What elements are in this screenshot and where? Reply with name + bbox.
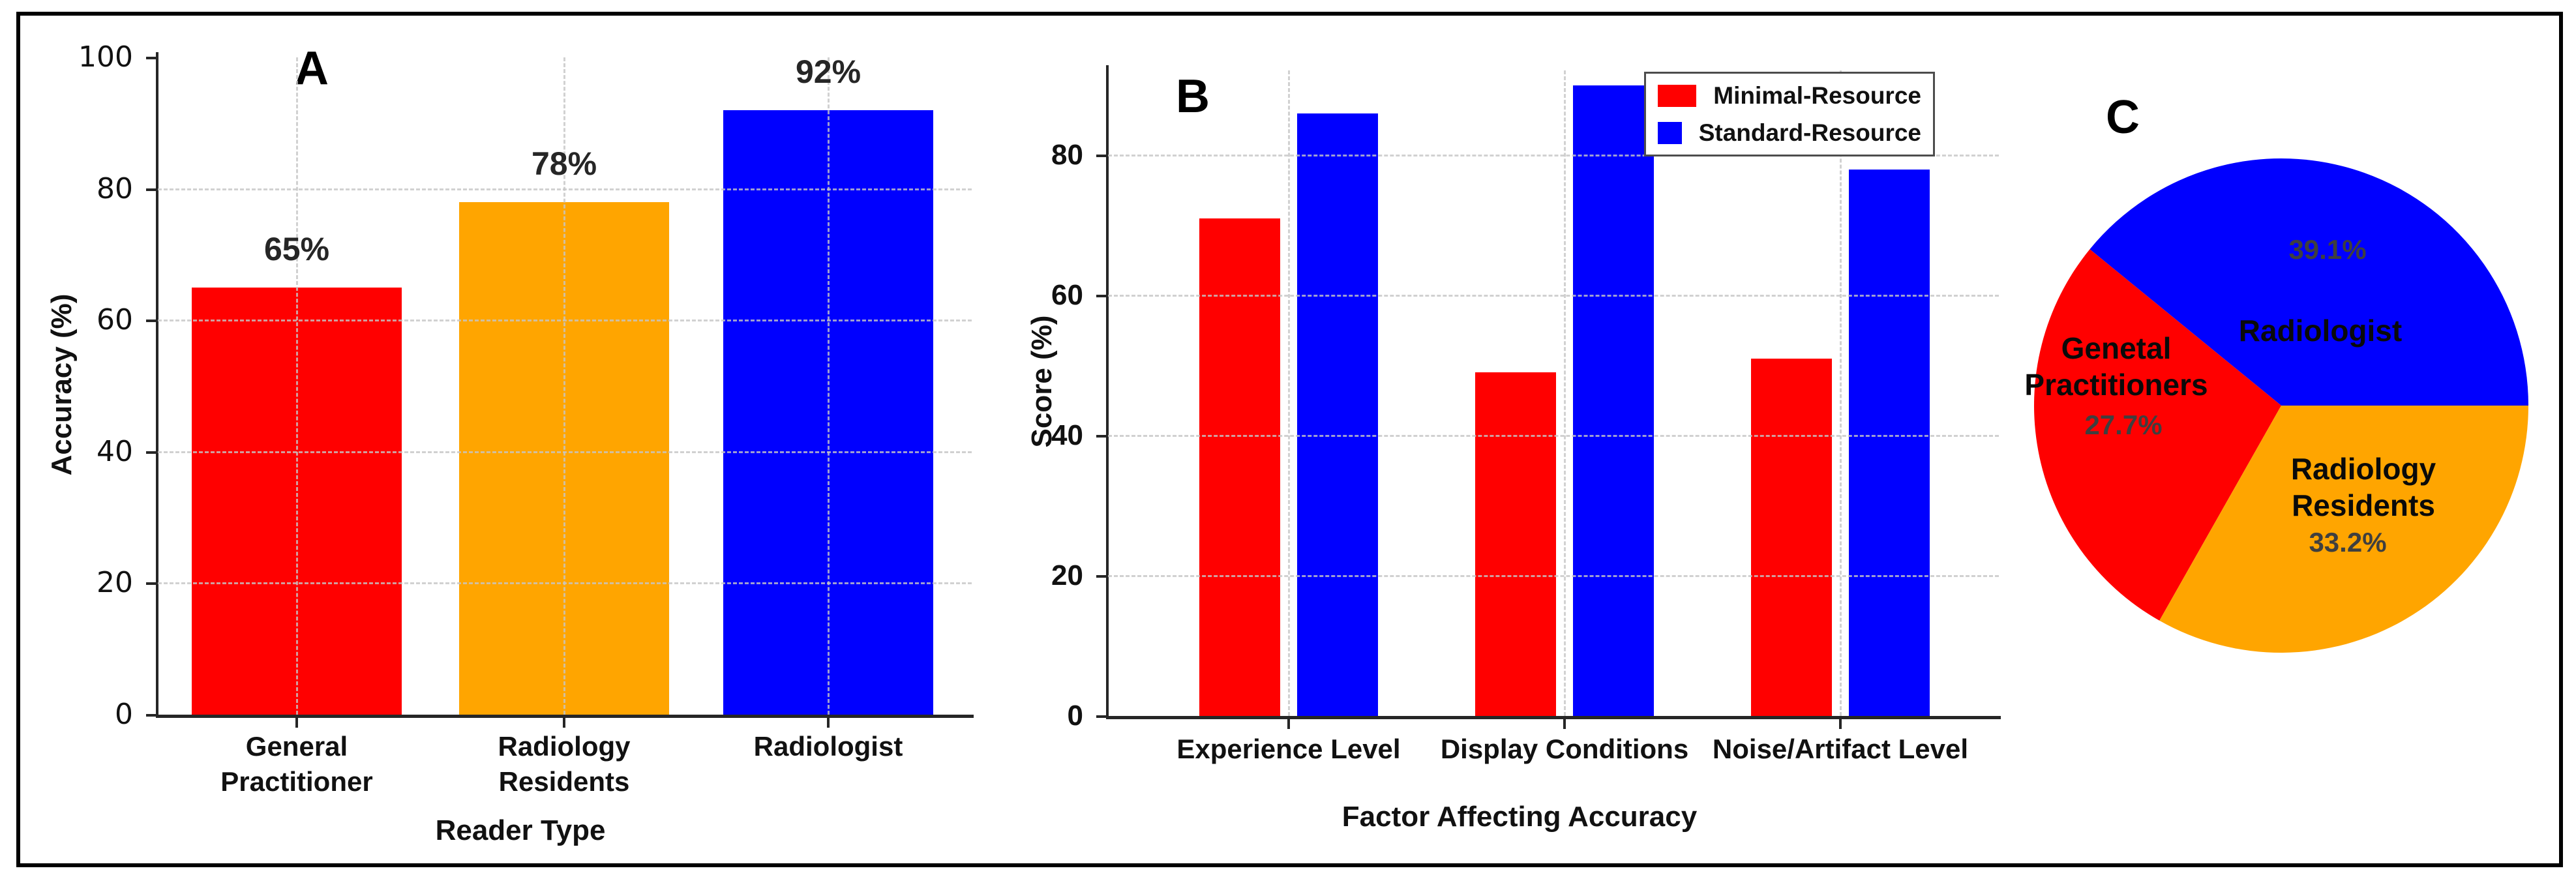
panel-b-letter: B [1176,70,1210,123]
panel-a-x-tick-mark [295,717,298,728]
panel-a-y-tick-mark [146,188,158,191]
panel-b-x-axis-line [1106,716,2001,719]
legend-row-standard: Standard-Resource [1658,117,1921,148]
panel-b-y-tick-mark [1096,715,1108,718]
panel-a-bar-value-label: 65% [263,230,330,267]
pie-slice-percentage: 33.2% [2309,527,2387,558]
panel-a-letter: A [295,42,329,95]
panel-a-y-axis-spine [156,52,158,716]
panel-a-x-tick-mark [563,717,565,728]
panel-b-x-tick-label: Experience Level [1176,734,1401,764]
panel-a-bar-value-label: 92% [795,53,861,90]
panel-a-y-tick-label: 80 [97,171,133,205]
pie-slice-percentage: 39.1% [2288,234,2367,265]
pie-slice-label: Radiologist [2238,314,2403,348]
panel-b-gridline-horizontal [1108,155,1999,156]
legend-swatch-minimal-resource [1658,84,1697,107]
panel-a-y-tick-label: 0 [115,698,133,731]
panel-b-x-tick-mark [1839,719,1842,729]
panel-b-x-tick-label: Noise/Artifact Level [1712,734,1969,764]
panel-b-y-tick-label: 60 [1051,279,1083,311]
legend-swatch-standard-resource [1658,121,1682,144]
legend-row-minimal: Minimal-Resource [1658,80,1921,111]
pie-slice-genetal-practitioners [2034,249,2281,621]
panel-b-x-tick-mark [1563,719,1566,729]
panel-b-y-tick-label: 80 [1051,139,1083,171]
panel-a-x-tick-label: Radiologist [753,731,903,762]
figure-border [16,12,2563,867]
panel-b-gridline-vertical [1288,70,1290,716]
panel-b-bar-minimal-resource-3 [1751,358,1832,716]
legend-label-minimal-resource: Minimal-Resource [1713,82,1921,109]
panel-a-y-tick-label: 100 [78,40,133,74]
pie-slice-label: Genetal Practitioners [2024,331,2208,402]
panel-a-y-tick-mark [146,714,158,717]
panel-b-y-axis-spine [1106,65,1109,717]
pie-slice-percentage: 27.7% [2084,409,2163,440]
panel-b-bar-standard-resource-1 [1297,113,1378,716]
panel-a-y-tick-label: 60 [97,303,133,337]
panel-a-y-tick-mark [146,582,158,586]
panel-b-y-tick-label: 20 [1051,559,1083,591]
panel-a-gridline-vertical [828,57,830,715]
panel-b-gridline-vertical [1564,70,1566,716]
panel-a-gridline-vertical [563,57,565,715]
panel-a-y-tick-label: 20 [97,566,133,600]
pie-slice-radiologist [2089,158,2528,406]
panel-b-gridline-horizontal [1108,575,1999,577]
legend-label-standard-resource: Standard-Resource [1698,119,1921,146]
panel-b-y-tick-label: 0 [1067,700,1083,732]
panel-a-x-tick-label: General Practitioner [220,731,373,797]
panel-b-y-tick-mark [1096,575,1108,578]
panel-a-x-tick-label: Radiology Residents [498,731,631,797]
panel-b-bar-minimal-resource-1 [1199,218,1280,716]
panel-b-gridline-vertical [1840,70,1842,716]
panel-b-y-tick-mark [1096,295,1108,297]
panel-b-y-tick-label: 40 [1051,419,1083,451]
panel-b-x-tick-mark [1287,719,1290,729]
panel-a-gridline-vertical [296,57,298,715]
panel-b-gridline-horizontal [1108,295,1999,297]
panel-a-x-tick-mark [827,717,830,728]
panel-a-y-tick-mark [146,320,158,323]
panel-a-x-axis-title: Reader Type [435,814,606,846]
panel-a-x-axis-line [156,715,974,718]
panel-b-x-tick-label: Display Conditions [1440,734,1689,764]
panel-c-letter: C [2106,91,2140,143]
panel-b-bar-standard-resource-3 [1849,169,1930,716]
panel-b-bar-standard-resource-2 [1573,85,1654,716]
panel-b-x-axis-title: Factor Affecting Accuracy [1341,801,1698,833]
panel-a-y-tick-mark [146,451,158,454]
panel-b-y-tick-mark [1096,155,1108,157]
panel-b-y-tick-mark [1096,435,1108,438]
panel-a-bar-value-label: 78% [531,145,597,182]
pie-slice-radiology-residents [2159,406,2528,653]
pie-chart [2034,158,2528,653]
panel-a-y-tick-mark [146,57,158,59]
panel-b-bar-minimal-resource-2 [1475,372,1556,716]
panel-b-gridline-horizontal [1108,435,1999,437]
legend: Minimal-Resource Standard-Resource [1644,72,1935,156]
pie-slice-label: Radiology Residents [2290,452,2436,522]
panel-a-y-tick-label: 40 [97,434,133,468]
